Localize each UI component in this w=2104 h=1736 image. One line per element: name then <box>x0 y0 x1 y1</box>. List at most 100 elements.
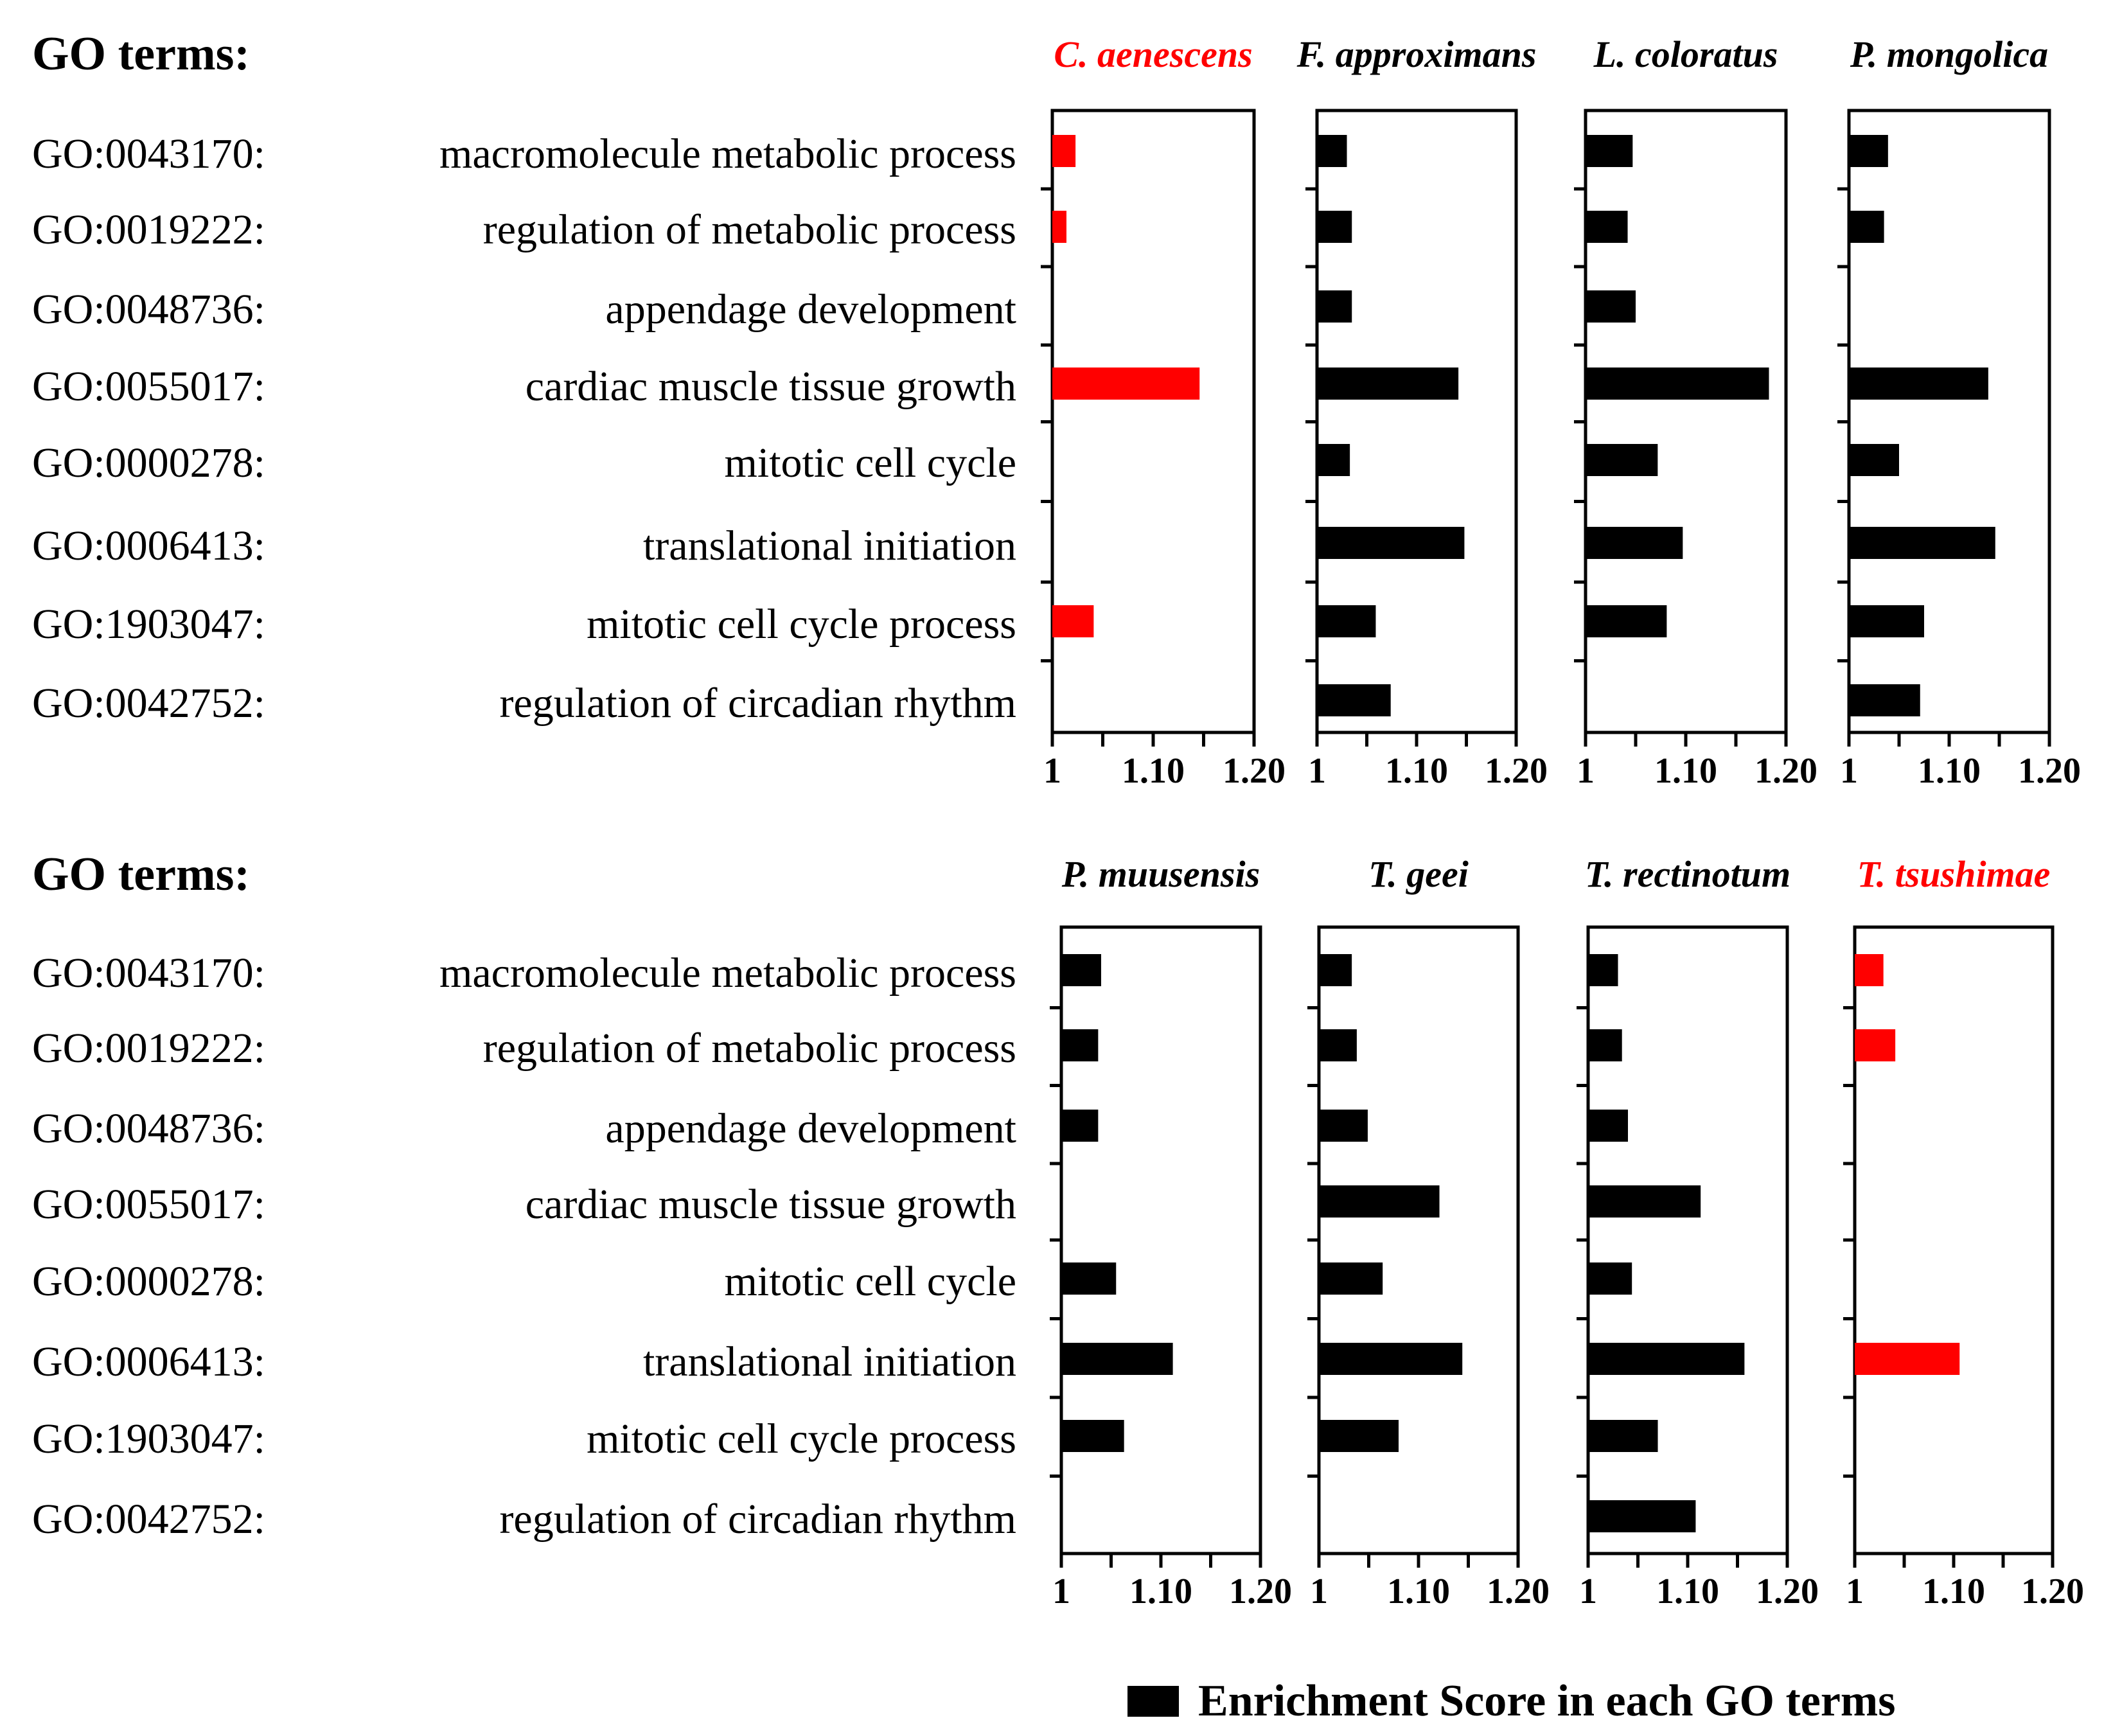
x-tick-label: 1.20 <box>1223 751 1286 791</box>
enrichment-bar <box>1586 211 1628 243</box>
enrichment-bar <box>1849 368 1988 400</box>
go-term-id: GO:0006413: <box>32 522 265 569</box>
legend-swatch <box>1127 1686 1179 1717</box>
enrichment-bar <box>1319 1029 1357 1061</box>
go-term-id: GO:0055017: <box>32 1181 265 1228</box>
x-tick-label: 1.10 <box>1918 751 1981 791</box>
enrichment-bar <box>1061 1029 1099 1061</box>
species-title: T. tsushimae <box>1857 853 2051 895</box>
go-term-name: regulation of metabolic process <box>483 1025 1016 1072</box>
x-tick-label: 1.20 <box>1756 1572 1819 1611</box>
plot-frame <box>1059 925 1262 1555</box>
x-tick-label: 1.10 <box>1122 751 1185 791</box>
plot-frame <box>1847 109 2051 734</box>
go-term-id: GO:0019222: <box>32 206 265 253</box>
go-term-name: regulation of metabolic process <box>483 206 1016 253</box>
x-tick-label: 1.20 <box>2021 1572 2084 1611</box>
x-tick-label: 1 <box>1052 1572 1070 1611</box>
enrichment-bar <box>1586 605 1667 637</box>
enrichment-bar <box>1319 954 1352 986</box>
go-term-id: GO:1903047: <box>32 601 265 648</box>
enrichment-bar <box>1317 368 1459 400</box>
enrichment-bar <box>1588 1420 1658 1452</box>
enrichment-bar <box>1317 135 1347 167</box>
enrichment-bar <box>1319 1185 1440 1218</box>
go-term-id: GO:0019222: <box>32 1025 265 1072</box>
go-term-name: mitotic cell cycle process <box>587 1415 1016 1462</box>
enrichment-bar <box>1052 368 1200 400</box>
enrichment-bar <box>1052 605 1094 637</box>
enrichment-bar <box>1586 444 1658 476</box>
go-term-name: cardiac muscle tissue growth <box>526 1181 1016 1228</box>
enrichment-bar <box>1586 135 1633 167</box>
go-term-name: translational initiation <box>643 522 1016 569</box>
species-title: C. aenescens <box>1054 33 1252 75</box>
plot-frame <box>1315 109 1518 734</box>
enrichment-bar <box>1849 444 1899 476</box>
species-title: P. mongolica <box>1850 33 2048 75</box>
go-term-name: mitotic cell cycle process <box>587 601 1016 648</box>
enrichment-bar <box>1317 527 1465 559</box>
enrichment-bar <box>1052 211 1066 243</box>
plot-frame <box>1853 925 2055 1555</box>
go-term-id: GO:0042752: <box>32 1496 265 1543</box>
enrichment-bar <box>1586 527 1683 559</box>
go-term-name: cardiac muscle tissue growth <box>526 363 1016 410</box>
x-tick-label: 1.20 <box>1487 1572 1550 1611</box>
x-tick-label: 1.10 <box>1129 1572 1192 1611</box>
enrichment-bar <box>1588 1343 1745 1375</box>
go-term-id: GO:0043170: <box>32 130 265 177</box>
go-term-id: GO:0043170: <box>32 950 265 996</box>
enrichment-bar <box>1586 368 1769 400</box>
plot-frame <box>1586 925 1789 1555</box>
enrichment-bar <box>1588 1185 1701 1218</box>
plot-frame <box>1584 109 1788 734</box>
x-tick-label: 1.20 <box>1485 751 1548 791</box>
species-title: T. rectinotum <box>1585 853 1790 895</box>
x-tick-label: 1.10 <box>1656 1572 1719 1611</box>
x-tick-label: 1.10 <box>1387 1572 1450 1611</box>
go-term-name: macromolecule metabolic process <box>439 130 1016 177</box>
enrichment-bar <box>1317 684 1391 716</box>
species-title: F. approximans <box>1296 33 1537 75</box>
species-title: T. geei <box>1368 853 1469 895</box>
go-term-name: regulation of circadian rhythm <box>499 1496 1016 1543</box>
enrichment-bar <box>1061 1110 1099 1142</box>
go-term-id: GO:1903047: <box>32 1415 265 1462</box>
enrichment-bar <box>1319 1110 1368 1142</box>
enrichment-bar <box>1586 290 1636 323</box>
go-term-id: GO:0055017: <box>32 363 265 410</box>
x-tick-label: 1.10 <box>1654 751 1717 791</box>
go-term-name: appendage development <box>605 286 1016 333</box>
go-term-name: regulation of circadian rhythm <box>499 680 1016 727</box>
x-tick-label: 1 <box>1840 751 1858 791</box>
enrichment-bar <box>1849 211 1884 243</box>
go-term-id: GO:0048736: <box>32 286 265 333</box>
x-tick-label: 1 <box>1310 1572 1328 1611</box>
x-tick-label: 1 <box>1308 751 1326 791</box>
go-terms-header: GO terms: <box>32 28 250 80</box>
go-term-name: translational initiation <box>643 1338 1016 1385</box>
x-tick-label: 1.10 <box>1922 1572 1985 1611</box>
enrichment-bar <box>1061 1420 1124 1452</box>
x-tick-label: 1.20 <box>2018 751 2081 791</box>
plot-frame <box>1317 925 1520 1555</box>
go-term-name: mitotic cell cycle <box>725 1258 1016 1305</box>
enrichment-bar <box>1588 1029 1622 1061</box>
species-title: P. muusensis <box>1061 853 1260 895</box>
enrichment-bar <box>1319 1262 1383 1295</box>
enrichment-bar <box>1849 605 1924 637</box>
legend-label: Enrichment Score in each GO terms <box>1198 1676 1895 1726</box>
go-term-id: GO:0000278: <box>32 1258 265 1305</box>
x-tick-label: 1 <box>1846 1572 1864 1611</box>
go-term-id: GO:0006413: <box>32 1338 265 1385</box>
x-tick-label: 1 <box>1043 751 1061 791</box>
enrichment-bar <box>1317 290 1352 323</box>
enrichment-bar <box>1855 954 1884 986</box>
go-term-id: GO:0000278: <box>32 439 265 486</box>
enrichment-bar <box>1588 1262 1632 1295</box>
species-title: L. coloratus <box>1593 33 1778 75</box>
enrichment-bar <box>1588 954 1618 986</box>
go-term-name: mitotic cell cycle <box>725 439 1016 486</box>
